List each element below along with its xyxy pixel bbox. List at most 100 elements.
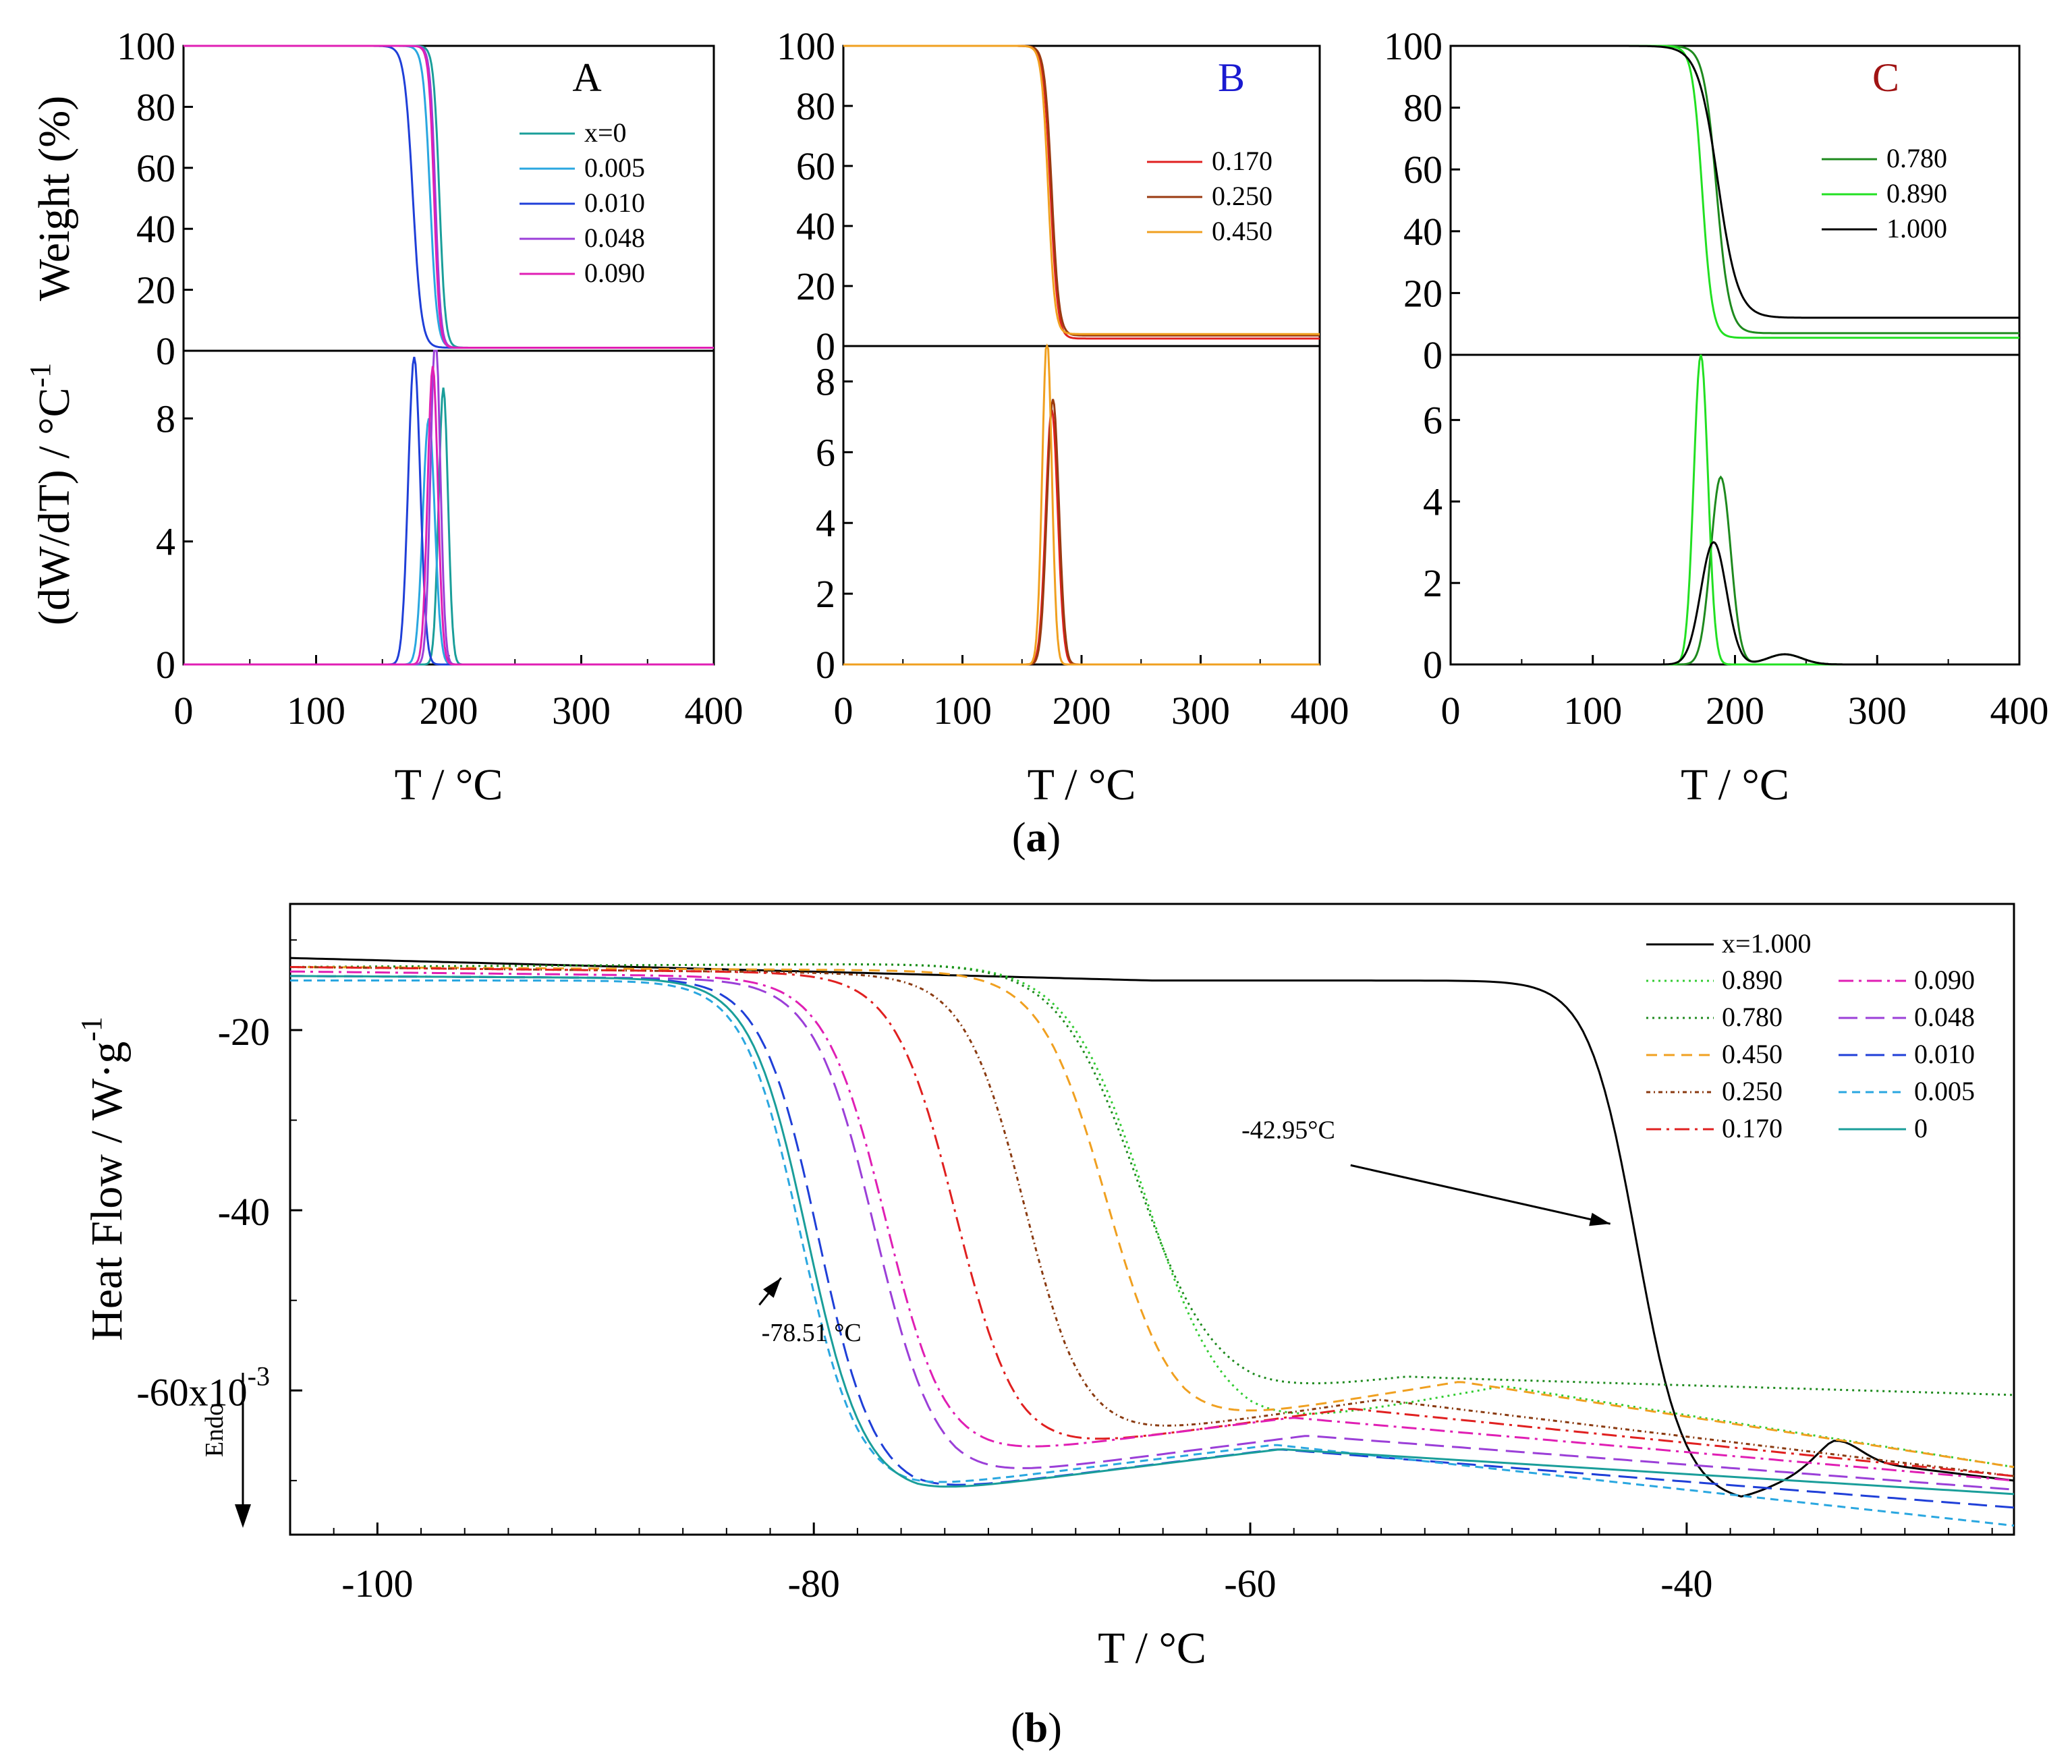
chart-panel-b: 0 100 200 300 400 0 20 40 60 80 100 0 2 4 6 8 T / °C B 0.1… — [777, 24, 1349, 809]
weight-curve-0-090 — [184, 45, 714, 349]
legend-label-x-0: x=0 — [584, 117, 627, 148]
x-tick-label: 100 — [1563, 689, 1622, 733]
legend-label-0-170: 0.170 — [1212, 146, 1272, 176]
x-tick-label: 0 — [834, 689, 853, 733]
x-tick-label: 0 — [1441, 689, 1461, 733]
panel-letter: A — [572, 55, 601, 100]
panel-letter: C — [1872, 55, 1899, 100]
legend-label-0-250: 0.250 — [1722, 1076, 1783, 1106]
y-tick-label: -40 — [218, 1190, 270, 1234]
derivative-curve-0-170 — [843, 409, 1320, 666]
x-tick-label: 200 — [420, 689, 478, 733]
y-tick-label: 100 — [117, 24, 175, 68]
annotation-label-2: -78.51 °C — [762, 1319, 862, 1347]
y-axis-label-derivative: (dW/dT) / °C-1 — [24, 363, 79, 625]
y-tick-label: 100 — [1384, 24, 1443, 68]
y-tick-label: 20 — [136, 268, 175, 312]
derivative-curve-0-450 — [843, 343, 1320, 666]
legend-label-0-890: 0.890 — [1722, 965, 1783, 995]
y-tick-label: 20 — [1403, 271, 1443, 315]
y-tick-label: 0 — [156, 329, 175, 373]
y-tick-label: 0 — [816, 324, 835, 368]
legend-label-0-090: 0.090 — [584, 258, 645, 288]
y-tick-label: 80 — [1403, 86, 1443, 130]
endo-label: Endo — [200, 1403, 229, 1457]
y-tick-label: 40 — [136, 207, 175, 251]
y-tick-label: -20 — [218, 1010, 270, 1054]
x-tick-label: 200 — [1053, 689, 1111, 733]
x-tick-label: 300 — [1848, 689, 1907, 733]
x-tick-label: 0 — [174, 689, 194, 733]
legend-label-0-170: 0.170 — [1722, 1113, 1783, 1143]
x-tick-label: -40 — [1660, 1562, 1712, 1605]
dsc-curve-0-090 — [289, 970, 2015, 1482]
y-tick-label: 60 — [1403, 148, 1443, 192]
x-tick-label: 200 — [1706, 689, 1764, 733]
legend-label-0-450: 0.450 — [1722, 1039, 1783, 1069]
legend-label-0-250: 0.250 — [1212, 181, 1272, 211]
legend-label-0-005: 0.005 — [584, 152, 645, 183]
annotation-arrowhead-1 — [1589, 1212, 1611, 1226]
plot-frame — [289, 903, 2015, 1536]
legend-label-1-000: 1.000 — [1886, 213, 1947, 244]
legend-label-0-048: 0.048 — [584, 223, 645, 253]
y-tick-label: 0 — [816, 643, 835, 687]
x-tick-label: 300 — [1171, 689, 1230, 733]
x-tick-label: -80 — [788, 1562, 840, 1605]
dsc-curve-0-780 — [290, 963, 2015, 1396]
plot-frame — [842, 45, 1321, 666]
legend-label-0: 0 — [1914, 1113, 1928, 1143]
y-tick-label: 40 — [1403, 210, 1443, 254]
y-tick-label: 4 — [1423, 480, 1443, 523]
x-axis-label: T / °C — [395, 760, 503, 809]
y-tick-label: 20 — [796, 264, 835, 308]
sublabel-a: (a) — [1012, 815, 1061, 861]
legend-label-0-010: 0.010 — [584, 188, 645, 218]
legend-label-0-890: 0.890 — [1886, 178, 1947, 208]
chart-dsc: -100 -80 -60 -40 -20 -40 -60x10-3 T / °C Heat Fl… — [75, 903, 2015, 1673]
derivative-curve-0-250 — [843, 399, 1320, 666]
x-axis-label: T / °C — [1681, 760, 1789, 809]
annotation-arrow-1 — [1350, 1164, 1611, 1225]
derivative-curve-1-000 — [1451, 541, 2019, 666]
x-axis-label: T / °C — [1028, 760, 1136, 809]
chart-panel-c: 0 100 200 300 400 0 20 40 60 80 100 0 2 4 6 T / °C C 0.78… — [1384, 24, 2049, 809]
weight-curve-1-000 — [1451, 45, 2019, 319]
derivative-curve-x-0 — [184, 387, 714, 666]
y-tick-label: -60x10-3 — [136, 1361, 270, 1414]
panel-letter: B — [1218, 55, 1245, 100]
legend-label-0-005: 0.005 — [1914, 1076, 1975, 1106]
legend-label-0-780: 0.780 — [1722, 1002, 1783, 1032]
legend-label-0-010: 0.010 — [1914, 1039, 1975, 1069]
y-tick-label: 100 — [777, 24, 835, 68]
legend-label-0-450: 0.450 — [1212, 216, 1272, 246]
derivative-curve-0-890 — [1451, 354, 2019, 666]
annotation-arrowhead-2 — [763, 1278, 781, 1298]
derivative-curve-0-090 — [184, 366, 714, 666]
x-axis-label: T / °C — [1098, 1624, 1206, 1673]
y-tick-label: 2 — [1423, 561, 1443, 605]
y-tick-label: 0 — [1423, 333, 1443, 377]
legend-label-0-048: 0.048 — [1914, 1002, 1975, 1032]
legend-label-x-1-000: x=1.000 — [1722, 928, 1812, 959]
y-tick-label: 6 — [1423, 399, 1443, 443]
sublabel-b: (b) — [1011, 1705, 1062, 1751]
x-tick-label: -100 — [341, 1562, 413, 1605]
plot-frame — [182, 45, 715, 666]
x-tick-label: -60 — [1224, 1562, 1276, 1605]
endo-arrow-head — [235, 1504, 251, 1528]
y-axis-label: Heat Flow / W·g-1 — [75, 1017, 132, 1341]
y-tick-label: 6 — [816, 430, 835, 474]
dsc-curve-0-005 — [290, 979, 2015, 1527]
weight-curve-0-450 — [843, 45, 1320, 335]
y-tick-label: 60 — [796, 144, 835, 188]
y-tick-label: 2 — [816, 572, 835, 616]
y-axis-label-weight: Weight (%) — [30, 96, 79, 301]
x-tick-label: 400 — [1990, 689, 2049, 733]
x-tick-label: 300 — [552, 689, 611, 733]
y-tick-label: 0 — [156, 643, 175, 687]
annotation-label-1: -42.95°C — [1241, 1116, 1335, 1144]
y-tick-label: 4 — [816, 501, 835, 545]
dsc-curve-0-450 — [290, 966, 2015, 1469]
chart-panel-a: 0 100 200 300 400 0 20 40 60 80 100 0 4 8 T / °C Weight… — [24, 24, 744, 809]
